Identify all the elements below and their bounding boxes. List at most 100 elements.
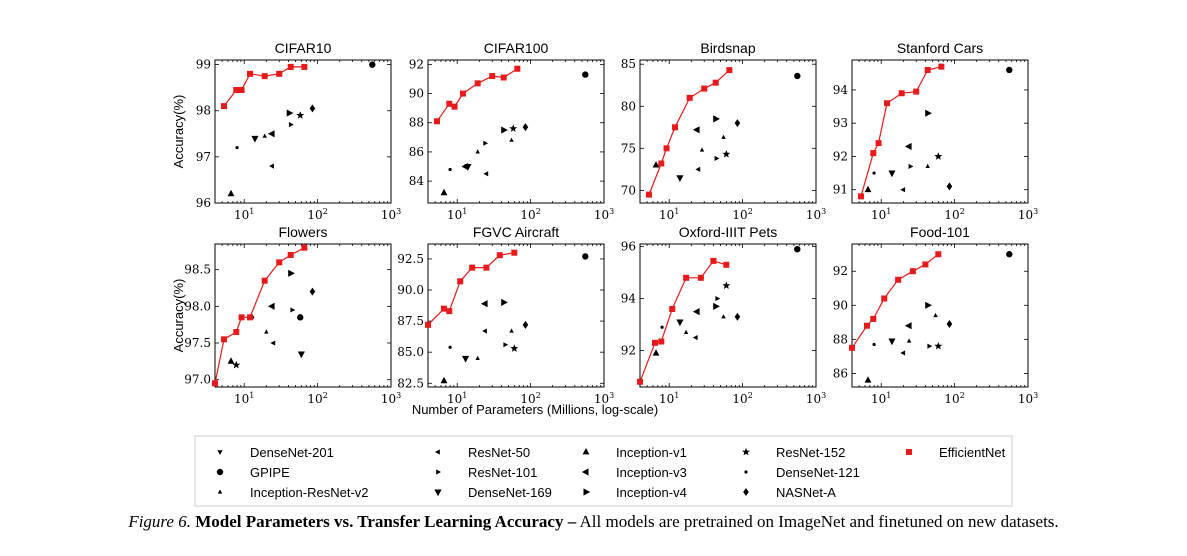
point-efficientnet: [723, 261, 730, 268]
legend-label: Inception-ResNet-v2: [250, 485, 369, 500]
point-efficientnet: [233, 329, 240, 335]
point-inception-resnet-v2: [683, 329, 689, 334]
point-efficientnet: [433, 118, 440, 125]
point-resnet-101: [503, 342, 509, 348]
panel-flowers: Flowers 101 102 103 97.0 97.5 98.0 98.5 Accuracy…: [171, 224, 401, 406]
legend-frame: [194, 435, 1013, 507]
x-tick-label: 103: [806, 207, 826, 222]
point-inception-resnet-v2: [264, 329, 269, 334]
y-tick-label: 80: [621, 99, 636, 113]
panel-cifar100: CIFAR100 101 102 103 84 86 88 90 92: [409, 40, 614, 222]
point-efficientnet: [446, 100, 453, 107]
y-tick-label: 90: [409, 87, 424, 101]
x-tick-label: 103: [1018, 391, 1038, 406]
point-inception-v4: [288, 269, 295, 277]
y-tick-label: 90: [833, 298, 848, 312]
point-efficientnet: [884, 100, 891, 107]
point-efficientnet: [870, 315, 877, 322]
figure-caption: Figure 6. Model Parameters vs. Transfer …: [0, 512, 1187, 532]
panel-cifar10: CIFAR10 101 102 103 96 97 98 99 Accuracy(%): [171, 40, 401, 222]
y-tick-label: 84: [409, 174, 425, 188]
panel-title-flowers: Flowers: [278, 224, 327, 240]
point-efficientnet: [663, 145, 670, 152]
x-tick-label: 102: [520, 391, 540, 406]
y-tick-label: 90.0: [397, 283, 424, 297]
point-efficientnet: [261, 277, 268, 284]
x-tick-label: 102: [732, 207, 752, 222]
point-efficientnet: [247, 314, 254, 321]
point-inception-v3: [267, 302, 275, 310]
point-resnet-50: [900, 350, 906, 356]
y-tick-label: 88: [409, 116, 424, 130]
point-inception-resnet-v2: [262, 133, 267, 138]
efficientnet-line: [851, 253, 939, 349]
point-inception-v1: [440, 188, 448, 196]
legend-marker-inception-v1: [582, 448, 590, 455]
x-tick-label: 102: [944, 207, 964, 222]
point-densenet-121: [660, 325, 664, 329]
legend-label: NASNet-A: [776, 485, 836, 500]
point-efficientnet: [658, 338, 665, 345]
point-nasnet-a: [734, 312, 741, 321]
y-tick-label: 96: [621, 240, 636, 254]
legend-marker-resnet-101: [436, 469, 441, 475]
panel-title-stanford-cars: Stanford Cars: [897, 40, 983, 56]
point-nasnet-a: [946, 182, 953, 191]
point-densenet-121: [872, 171, 876, 175]
legend-item-efficientnet: EfficientNet: [906, 445, 1006, 460]
plot-frame: [851, 243, 1029, 388]
y-tick-label: 87.5: [397, 314, 424, 328]
point-gpipe: [1006, 251, 1013, 258]
point-inception-v1: [864, 185, 872, 193]
point-efficientnet: [924, 66, 931, 73]
x-tick-label: 102: [520, 207, 540, 222]
point-efficientnet: [276, 259, 283, 266]
point-efficientnet: [238, 86, 245, 93]
point-efficientnet: [238, 314, 245, 321]
point-resnet-101: [715, 296, 721, 302]
plot-frame: [639, 59, 817, 204]
point-densenet-121: [448, 345, 452, 349]
point-inception-resnet-v2: [475, 355, 480, 360]
point-densenet-169: [888, 170, 896, 178]
legend-marker-densenet-121: [744, 470, 748, 474]
point-efficientnet: [875, 140, 882, 147]
point-efficientnet: [233, 86, 240, 93]
x-tick-label: 101: [234, 391, 254, 406]
legend: DenseNet-201 GPIPE Inception-ResNet-v2 ResN…: [194, 435, 1013, 507]
x-tick-label: 102: [307, 207, 327, 222]
point-efficientnet: [922, 261, 929, 268]
point-gpipe: [582, 71, 589, 78]
point-resnet-50: [269, 163, 274, 169]
point-densenet-169: [464, 164, 472, 171]
legend-label: DenseNet-121: [776, 465, 860, 480]
point-efficientnet: [500, 74, 507, 81]
point-efficientnet: [913, 88, 920, 95]
panel-stanford-cars: Stanford Cars 101 102 103 91 92 93 94: [833, 40, 1038, 222]
legend-label: DenseNet-169: [468, 485, 552, 500]
legend-item-inception-v4: Inception-v4: [583, 485, 687, 500]
point-efficientnet: [220, 336, 227, 343]
point-efficientnet: [460, 90, 467, 97]
point-efficientnet: [870, 150, 877, 157]
y-tick-label: 92: [409, 57, 424, 71]
y-tick-label: 98: [196, 104, 211, 118]
point-resnet-152: [722, 281, 731, 289]
point-efficientnet: [909, 268, 916, 275]
point-resnet-50: [483, 171, 489, 177]
y-tick-label: 88: [833, 332, 848, 346]
x-tick-label: 103: [381, 207, 401, 222]
y-tick-label: 97.5: [184, 336, 211, 350]
point-densenet-121: [448, 167, 452, 172]
point-efficientnet: [637, 378, 643, 385]
point-efficientnet: [247, 70, 254, 77]
point-inception-v4: [501, 298, 508, 306]
y-tick-label: 93: [833, 116, 848, 130]
point-resnet-152: [934, 341, 943, 350]
point-resnet-101: [483, 140, 489, 146]
point-nasnet-a: [522, 123, 529, 132]
point-efficientnet: [651, 339, 658, 346]
point-efficientnet: [301, 63, 308, 70]
